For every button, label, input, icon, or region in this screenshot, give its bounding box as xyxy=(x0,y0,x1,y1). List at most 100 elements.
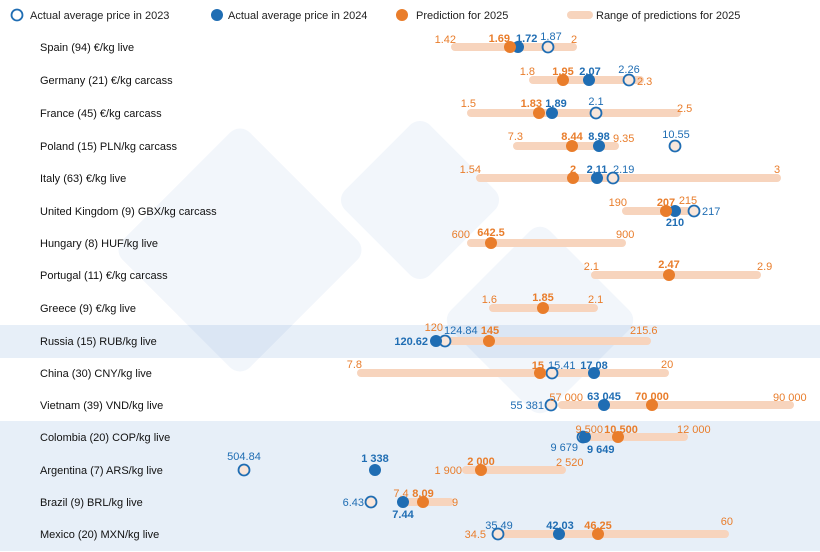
actual-2023-point xyxy=(622,73,636,87)
actual-2024-label: 210 xyxy=(666,217,684,229)
row-label: Portugal (11) €/kg carcass xyxy=(40,270,168,282)
actual-2023-point xyxy=(606,171,620,185)
prediction-2025-point xyxy=(537,302,549,314)
prediction-2025-point xyxy=(660,205,672,217)
actual-2024-point xyxy=(593,140,605,152)
actual-2024-label: 17.08 xyxy=(580,360,608,372)
actual-2024-label: 1.89 xyxy=(545,98,566,110)
range-min-label: 7.3 xyxy=(508,131,523,143)
actual-2023-label: 9 679 xyxy=(550,442,578,454)
prediction-label: 8.44 xyxy=(561,131,583,143)
actual-2024-point xyxy=(669,205,681,217)
range-max-label: 2 xyxy=(571,34,577,46)
range-min-label: 120 xyxy=(425,322,443,334)
range-max-label: 20 xyxy=(661,359,673,371)
actual-2024-label: 2.07 xyxy=(579,66,600,78)
row-label: China (30) CNY/kg live xyxy=(40,368,152,380)
range-max-label: 2.9 xyxy=(757,261,772,273)
range-min-label: 1.54 xyxy=(460,164,481,176)
actual-2024-point xyxy=(579,431,591,443)
prediction-label: 1.69 xyxy=(489,33,510,45)
actual-2023-point xyxy=(544,398,558,412)
range-max-label: 3 xyxy=(774,164,780,176)
row-label: Mexico (20) MXN/kg live xyxy=(40,529,159,541)
range-min-label: 7.4 xyxy=(393,488,408,500)
actual-2024-point xyxy=(546,107,558,119)
range-max-label: 60 xyxy=(721,516,733,528)
prediction-label: 2.47 xyxy=(658,259,679,271)
actual-2024-point xyxy=(430,335,442,347)
actual-2023-point xyxy=(541,40,555,54)
prediction-2025-point xyxy=(566,140,578,152)
row-label: Hungary (8) HUF/kg live xyxy=(40,238,158,250)
range-max-label: 900 xyxy=(616,229,634,241)
prediction-label: 642.5 xyxy=(477,227,505,239)
prediction-2025-point xyxy=(534,367,546,379)
prediction-2025-point xyxy=(475,464,487,476)
actual-2024-point xyxy=(397,496,409,508)
actual-2023-point xyxy=(668,139,682,153)
range-min-label: 1 900 xyxy=(434,465,462,477)
range-max-label: 12 000 xyxy=(677,424,711,436)
row-label: Brazil (9) BRL/kg live xyxy=(40,497,143,509)
range-min-label: 1.8 xyxy=(520,66,535,78)
range-max-label: 2.5 xyxy=(677,103,692,115)
range-max-label: 2 520 xyxy=(556,457,584,469)
actual-2023-point xyxy=(589,106,603,120)
actual-2023-label: 10.55 xyxy=(662,129,690,141)
legend-blue-dot-icon xyxy=(211,9,223,21)
actual-2023-label: 35.49 xyxy=(485,520,513,532)
range-min-label: 190 xyxy=(609,197,627,209)
actual-2023-label: 504.84 xyxy=(227,451,261,463)
legend-label: Actual average price in 2024 xyxy=(228,10,367,22)
prediction-2025-point xyxy=(557,74,569,86)
actual-2024-point xyxy=(598,399,610,411)
range-max-label: 9.35 xyxy=(613,133,634,145)
actual-2024-label: 1 338 xyxy=(361,453,389,465)
prediction-2025-point xyxy=(485,237,497,249)
legend-orange-dot-icon xyxy=(396,9,408,21)
actual-2024-point xyxy=(591,172,603,184)
row-label: France (45) €/kg carcass xyxy=(40,108,162,120)
actual-2024-label: 63 045 xyxy=(587,391,621,403)
prediction-2025-point xyxy=(592,528,604,540)
actual-2024-point xyxy=(583,74,595,86)
actual-2023-label: 217 xyxy=(702,206,720,218)
prediction-2025-point xyxy=(504,41,516,53)
actual-2024-label: 120.62 xyxy=(394,336,428,348)
row-label: Russia (15) RUB/kg live xyxy=(40,336,157,348)
range-min-label: 2.1 xyxy=(584,261,599,273)
range-min-label: 1.42 xyxy=(435,34,456,46)
actual-2024-point xyxy=(369,464,381,476)
legend-label: Range of predictions for 2025 xyxy=(596,10,740,22)
prediction-label: 1.95 xyxy=(552,66,573,78)
range-min-label: 57 000 xyxy=(549,392,583,404)
prediction-label: 1.83 xyxy=(521,98,542,110)
prediction-label: 207 xyxy=(657,197,675,209)
range-min-label: 34.5 xyxy=(465,529,486,541)
prediction-2025-point xyxy=(483,335,495,347)
row-label: Italy (63) €/kg live xyxy=(40,173,126,185)
row-label: Greece (9) €/kg live xyxy=(40,303,136,315)
range-max-label: 90 000 xyxy=(773,392,807,404)
row-label: United Kingdom (9) GBX/kg carcass xyxy=(40,206,217,218)
prediction-label: 70 000 xyxy=(635,391,669,403)
watermark-logo xyxy=(118,128,362,372)
actual-2023-label: 124.84 xyxy=(444,325,478,337)
watermark-logo xyxy=(340,120,500,280)
actual-2024-label: 8.98 xyxy=(588,131,609,143)
prediction-label: 1.85 xyxy=(532,292,553,304)
prediction-label: 10 500 xyxy=(604,424,638,436)
actual-2024-label: 2.11 xyxy=(587,164,608,176)
row-label: Germany (21) €/kg carcass xyxy=(40,75,173,87)
row-label: Poland (15) PLN/kg carcass xyxy=(40,141,177,153)
range-max-label: 215.6 xyxy=(630,325,658,337)
prediction-label: 15 xyxy=(532,360,544,372)
row-label: Spain (94) €/kg live xyxy=(40,42,134,54)
range-max-label: 2.1 xyxy=(588,294,603,306)
legend-open-circle-icon xyxy=(10,8,24,22)
actual-2023-point xyxy=(364,495,378,509)
actual-2024-point xyxy=(553,528,565,540)
actual-2024-label: 7.44 xyxy=(392,509,414,521)
